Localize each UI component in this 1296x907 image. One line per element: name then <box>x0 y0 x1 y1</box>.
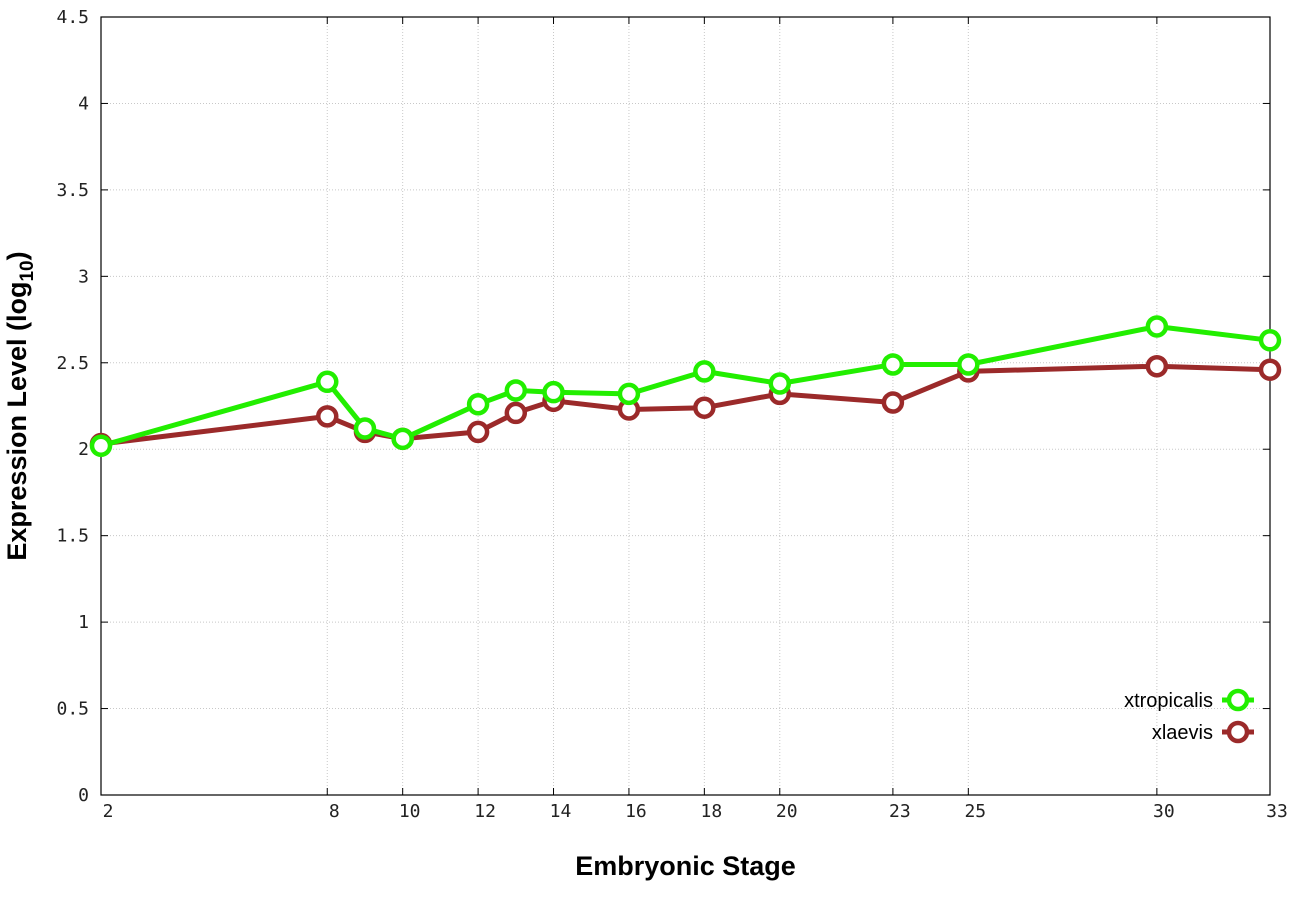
data-point <box>466 420 490 444</box>
y-tick-label: 2.5 <box>56 353 89 374</box>
x-tick-label: 23 <box>889 801 911 822</box>
data-series <box>89 315 1282 458</box>
x-tick-label: 30 <box>1153 801 1175 822</box>
data-point <box>1258 329 1282 352</box>
data-point <box>693 396 716 419</box>
legend-item: xtropicalis <box>1124 688 1254 712</box>
legend: xtropicalis xlaevis <box>1124 688 1254 744</box>
legend-label: xlaevis <box>1152 722 1213 744</box>
x-tick-label: 8 <box>329 801 340 822</box>
data-point <box>1258 358 1282 381</box>
y-tick-label: 0 <box>78 785 89 806</box>
x-tick-label: 25 <box>964 801 986 822</box>
series-xtropicalis <box>89 315 1282 458</box>
data-point <box>316 370 339 394</box>
y-axis-title-suffix: ) <box>2 251 32 260</box>
axis-ticks: 0 0.5 1 1.5 2 2.5 3 3.5 4 4.5 2 8 10 12 14 16 18 20 23 25 30… <box>56 7 1287 822</box>
y-tick-label: 4 <box>78 93 89 114</box>
x-tick-label: 20 <box>776 801 798 822</box>
data-point <box>693 360 716 383</box>
data-point <box>768 372 792 395</box>
x-tick-label: 14 <box>550 801 572 822</box>
y-axis-title-subscript: 10 <box>17 260 38 281</box>
series-line <box>100 324 1271 449</box>
data-point <box>353 417 377 440</box>
data-point <box>957 353 980 376</box>
x-axis-title: Embryonic Stage <box>575 851 796 881</box>
plot-frame <box>100 16 1271 796</box>
data-point <box>466 393 490 416</box>
legend-item: xlaevis <box>1152 720 1254 744</box>
data-point <box>504 379 528 402</box>
data-point <box>89 434 113 458</box>
y-axis-title: Expression Level (log10) <box>2 251 38 560</box>
grid <box>101 17 1270 795</box>
y-axis-title-main: Expression Level (log <box>2 282 32 561</box>
x-tick-label: 33 <box>1266 801 1288 822</box>
legend-swatch-marker <box>1226 720 1250 744</box>
x-tick-label: 18 <box>701 801 723 822</box>
y-tick-label: 1 <box>78 612 89 633</box>
data-point <box>1145 354 1169 378</box>
y-tick-label: 1.5 <box>56 526 89 547</box>
x-tick-label: 12 <box>474 801 496 822</box>
data-point <box>617 382 641 406</box>
data-point <box>1145 315 1169 338</box>
series-xlaevis <box>89 354 1282 456</box>
x-tick-label: 2 <box>103 801 114 822</box>
legend-label: xtropicalis <box>1124 690 1213 712</box>
y-tick-label: 3.5 <box>56 180 89 201</box>
data-point <box>542 380 565 404</box>
y-tick-label: 4.5 <box>56 7 89 28</box>
data-point <box>504 401 528 425</box>
data-point <box>316 405 339 428</box>
y-tick-label: 3 <box>78 266 89 287</box>
y-tick-label: 0.5 <box>56 699 89 720</box>
y-tick-label: 2 <box>78 439 89 460</box>
x-tick-label: 16 <box>625 801 647 822</box>
data-point <box>881 353 905 376</box>
data-point <box>881 391 905 414</box>
legend-swatch-marker <box>1226 688 1250 712</box>
data-point <box>391 427 414 451</box>
x-tick-label: 10 <box>399 801 421 822</box>
